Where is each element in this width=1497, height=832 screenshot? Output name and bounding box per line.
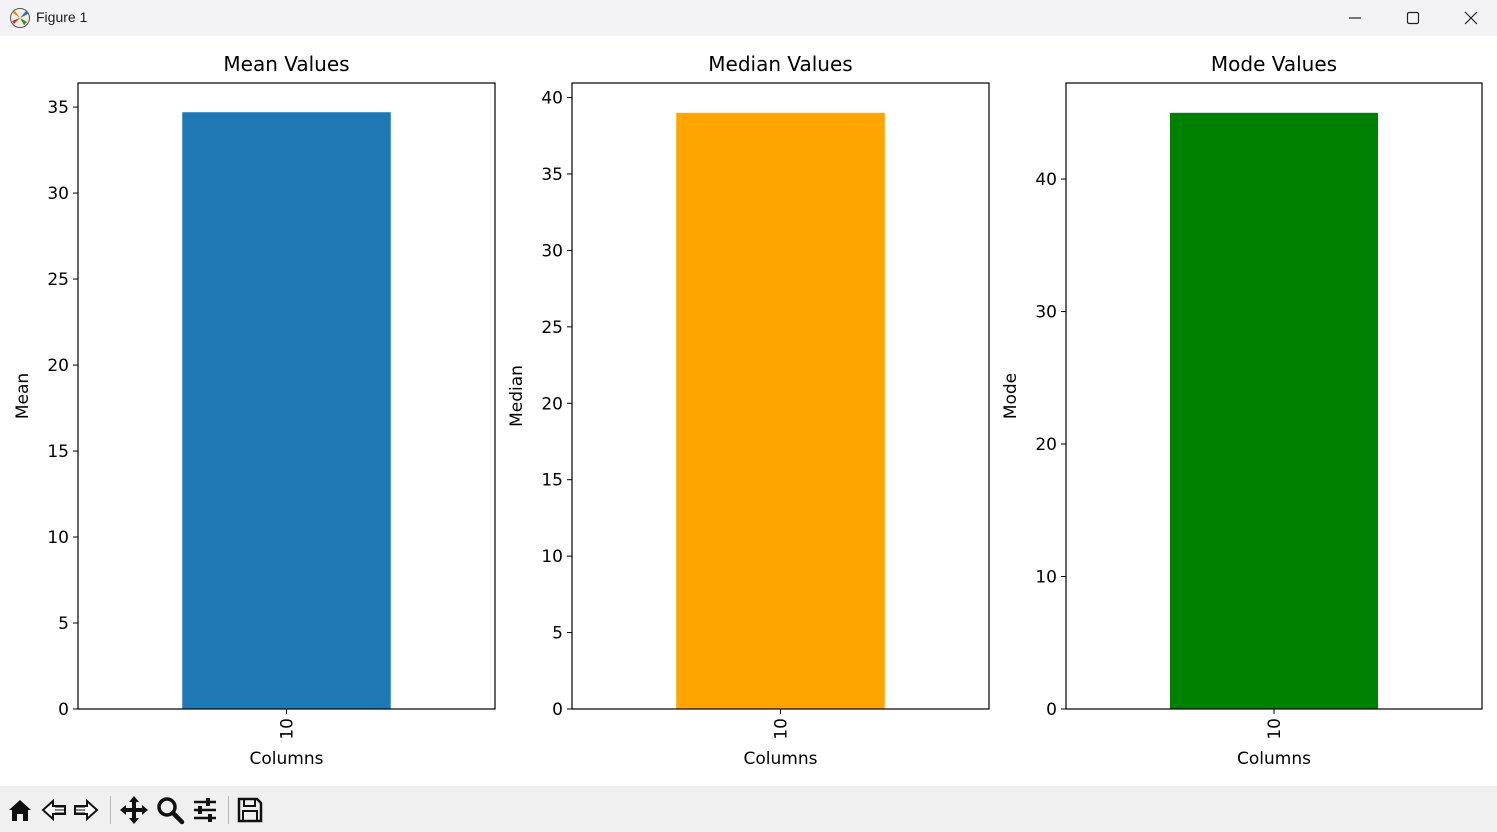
close-button[interactable] — [1442, 0, 1497, 36]
save-button[interactable] — [234, 794, 266, 826]
back-icon — [41, 798, 66, 822]
y-tick-label: 0 — [1046, 700, 1057, 720]
close-icon — [1464, 11, 1478, 25]
figure-canvas: 0 5 10 15 20 25 30 35 10 Mean Values Columns Mean 0 5… — [0, 36, 1497, 786]
y-tick-label: 0 — [58, 700, 69, 720]
y-tick-label: 30 — [541, 241, 563, 261]
x-axis-label: Columns — [250, 749, 324, 769]
maximize-button[interactable] — [1384, 0, 1442, 36]
pan-icon — [120, 796, 148, 824]
y-tick-label: 40 — [541, 89, 563, 109]
y-axis-label: Median — [507, 365, 527, 427]
y-tick-label: 20 — [1035, 435, 1057, 455]
x-tick-label: 10 — [772, 718, 792, 740]
forward-button[interactable] — [70, 794, 102, 826]
x-tick-label: 10 — [278, 718, 298, 740]
y-tick-label: 25 — [541, 318, 563, 338]
configure-subplots-icon — [194, 798, 216, 822]
y-tick-label: 10 — [47, 528, 69, 548]
pan-button[interactable] — [118, 794, 150, 826]
zoom-icon — [157, 797, 185, 825]
window-titlebar: Figure 1 — [0, 0, 1497, 36]
y-tick-label: 35 — [47, 98, 69, 118]
window-title: Figure 1 — [36, 9, 88, 25]
x-axis-label: Columns — [1237, 749, 1311, 769]
toolbar-separator — [228, 796, 229, 824]
save-icon — [237, 797, 263, 823]
maximize-icon — [1406, 11, 1420, 25]
y-tick-label: 10 — [541, 547, 563, 567]
home-icon — [9, 800, 31, 821]
back-button[interactable] — [38, 794, 70, 826]
zoom-button[interactable] — [154, 794, 186, 826]
y-tick-label: 35 — [541, 165, 563, 185]
y-tick-label: 20 — [541, 394, 563, 414]
chart-title: Mean Values — [223, 52, 349, 76]
navigation-toolbar — [0, 786, 1497, 832]
y-tick-label: 20 — [47, 356, 69, 376]
bar — [676, 112, 885, 710]
bar — [1170, 112, 1378, 710]
y-tick-label: 30 — [47, 184, 69, 204]
y-tick-label: 10 — [1035, 568, 1057, 588]
y-tick-label: 15 — [541, 471, 563, 491]
configure-subplots-button[interactable] — [189, 794, 221, 826]
chart-title: Mode Values — [1211, 52, 1337, 76]
y-tick-label: 25 — [47, 270, 69, 290]
y-tick-label: 40 — [1035, 170, 1057, 190]
x-axis-label: Columns — [744, 749, 818, 769]
figure-svg: 0 5 10 15 20 25 30 35 10 Mean Values Columns Mean 0 5… — [13, 52, 1483, 769]
y-tick-label: 0 — [552, 700, 563, 720]
minimize-icon — [1349, 17, 1361, 19]
x-tick-label: 10 — [1265, 718, 1285, 740]
forward-icon — [74, 798, 99, 822]
y-tick-label: 5 — [552, 624, 563, 644]
minimize-button[interactable] — [1326, 0, 1384, 36]
matplotlib-figure-icon — [10, 8, 30, 28]
y-axis-label: Mode — [1001, 373, 1021, 419]
toolbar-separator — [110, 796, 111, 824]
y-axis-label: Mean — [13, 373, 33, 419]
y-tick-label: 5 — [58, 614, 69, 634]
y-tick-label: 30 — [1035, 303, 1057, 323]
chart-title: Median Values — [708, 52, 852, 76]
home-button[interactable] — [4, 794, 36, 826]
y-tick-label: 15 — [47, 442, 69, 462]
bar — [182, 112, 391, 709]
